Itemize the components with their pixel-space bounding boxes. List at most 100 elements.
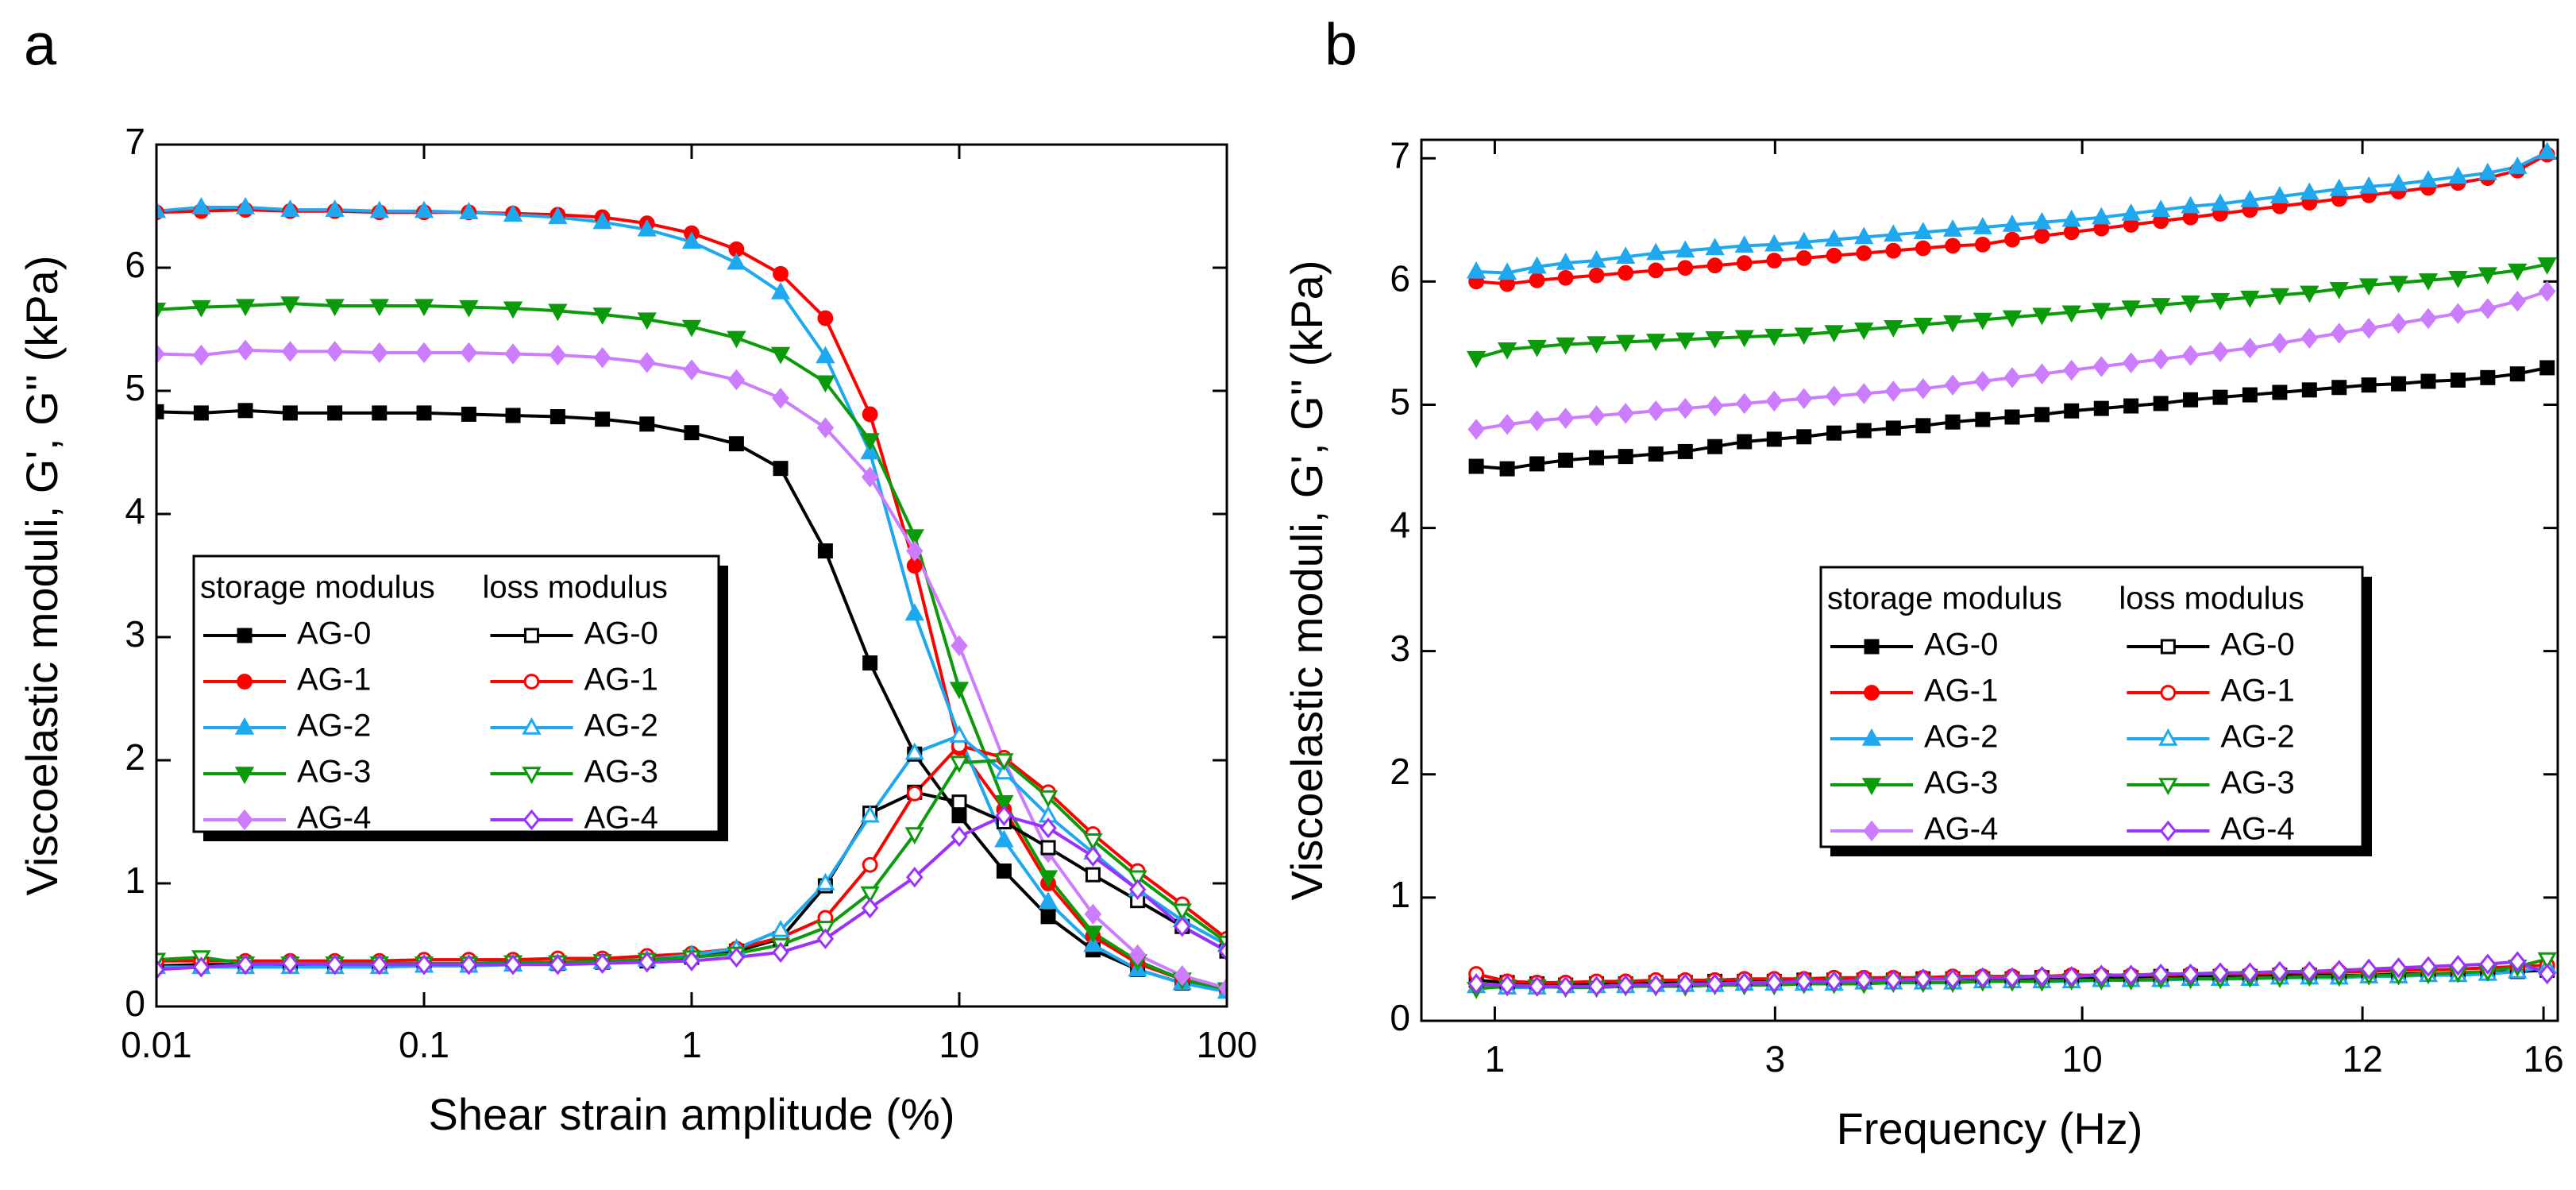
- x-tick-label: 10: [2062, 1038, 2103, 1080]
- marker: [2300, 285, 2320, 303]
- marker: [2271, 960, 2289, 983]
- marker: [156, 959, 165, 980]
- marker: [2300, 960, 2319, 983]
- marker: [1217, 935, 1227, 953]
- marker: [1707, 439, 1723, 454]
- marker: [1826, 247, 1842, 264]
- marker: [2450, 372, 2466, 388]
- marker: [1467, 973, 1485, 995]
- marker: [2032, 307, 2052, 326]
- marker: [2063, 224, 2080, 241]
- marker: [2389, 276, 2408, 293]
- marker: [2033, 965, 2051, 987]
- marker: [1646, 334, 1666, 351]
- legend-label: AG-1: [2220, 674, 2294, 709]
- marker: [1589, 450, 1605, 466]
- marker: [2240, 189, 2260, 207]
- marker: [860, 442, 880, 460]
- marker: [1498, 414, 1516, 435]
- marker: [1915, 418, 1931, 434]
- y-tick-label: 0: [1390, 997, 1410, 1038]
- marker: [816, 375, 835, 393]
- marker: [1794, 327, 1814, 346]
- marker: [1466, 350, 1487, 369]
- legend-marker: [523, 809, 541, 831]
- marker: [1825, 385, 1843, 407]
- marker: [327, 405, 343, 421]
- marker: [2272, 384, 2288, 400]
- marker: [2122, 964, 2140, 986]
- marker: [2360, 958, 2377, 980]
- marker: [503, 301, 523, 319]
- marker: [1557, 269, 1574, 286]
- marker: [1083, 925, 1103, 944]
- marker: [461, 406, 476, 422]
- marker: [1128, 870, 1147, 888]
- marker: [1083, 934, 1103, 952]
- marker: [860, 433, 880, 451]
- legend-marker: [1864, 685, 1880, 701]
- marker: [1529, 456, 1545, 472]
- marker: [727, 369, 746, 391]
- marker: [2360, 318, 2377, 339]
- marker: [1128, 879, 1147, 900]
- y-tick-label: 1: [1390, 874, 1410, 915]
- legend-marker: [1861, 728, 1882, 746]
- marker: [595, 411, 611, 427]
- marker: [996, 864, 1012, 879]
- x-tick-label: 100: [1197, 1024, 1258, 1065]
- legend-label: AG-1: [584, 663, 657, 697]
- marker: [1885, 420, 1901, 436]
- marker: [2330, 323, 2348, 344]
- y-axis-title: Viscoelastic moduli, G', G'' (kPa): [1282, 261, 1332, 901]
- marker: [1825, 971, 1843, 992]
- marker: [1647, 974, 1664, 996]
- marker: [1528, 976, 1546, 997]
- legend-header: storage modulus: [200, 570, 435, 605]
- marker: [1942, 315, 1963, 333]
- marker: [1856, 423, 1872, 439]
- y-tick-label: 5: [125, 367, 145, 408]
- x-tick-label: 3: [1765, 1038, 1786, 1080]
- marker: [1734, 235, 1754, 253]
- marker: [2002, 214, 2023, 232]
- marker: [2479, 953, 2497, 975]
- marker: [1466, 261, 1487, 279]
- marker: [2181, 963, 2200, 985]
- marker: [414, 200, 434, 218]
- y-tick-label: 7: [125, 121, 145, 162]
- marker: [951, 794, 967, 810]
- y-tick-label: 5: [1390, 381, 1410, 423]
- marker: [2418, 273, 2439, 291]
- marker: [2092, 964, 2111, 986]
- marker: [681, 319, 702, 338]
- marker: [2420, 373, 2436, 389]
- marker: [2212, 389, 2228, 405]
- marker: [2181, 345, 2200, 366]
- marker: [773, 461, 789, 477]
- legend-label: AG-0: [1924, 628, 1998, 663]
- marker: [1499, 461, 1515, 477]
- marker: [326, 954, 344, 976]
- legend-marker: [523, 674, 540, 690]
- marker: [371, 342, 388, 364]
- marker: [994, 753, 1014, 771]
- legend-marker: [237, 674, 253, 690]
- marker: [772, 941, 789, 963]
- y-tick-label: 2: [1390, 751, 1410, 792]
- marker: [1705, 238, 1725, 256]
- marker: [2358, 176, 2379, 194]
- legend-label: AG-3: [1924, 766, 1998, 801]
- marker: [995, 805, 1013, 826]
- marker: [1646, 242, 1666, 261]
- marker: [1942, 219, 1963, 237]
- marker: [637, 312, 657, 330]
- marker: [1915, 378, 1932, 400]
- marker: [2538, 280, 2556, 302]
- marker: [904, 742, 924, 760]
- legend-marker: [2159, 820, 2177, 842]
- marker: [816, 346, 835, 364]
- marker: [1854, 226, 1874, 245]
- marker: [1677, 443, 1693, 459]
